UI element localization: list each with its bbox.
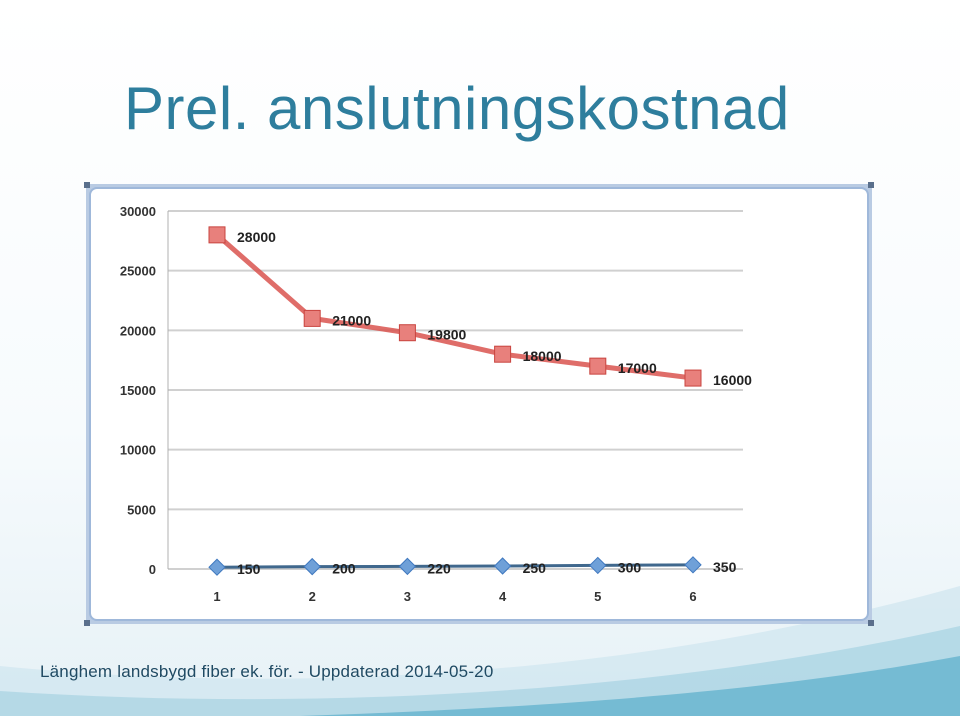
resize-handle-bottom-right[interactable]	[868, 620, 874, 626]
x-tick-label: 5	[594, 589, 601, 604]
series-line-cost	[215, 232, 694, 381]
slide-title: Prel. anslutningskostnad	[124, 75, 790, 142]
x-tick-label: 3	[404, 589, 411, 604]
y-tick-label: 30000	[120, 204, 156, 219]
data-label-connections: 150	[237, 561, 261, 577]
resize-handle-bottom-left[interactable]	[84, 620, 90, 626]
line-chart: 0 5000 10000 15000 20000 25000 30000 1 2 3 4 5 6 2800…	[120, 204, 752, 604]
x-tick-label: 1	[213, 589, 220, 604]
data-label-cost: 17000	[618, 360, 657, 376]
data-point-cost	[494, 345, 512, 363]
y-tick-label: 5000	[127, 502, 156, 517]
y-tick-label: 15000	[120, 383, 156, 398]
y-tick-label: 25000	[120, 264, 156, 279]
data-point-cost	[208, 226, 226, 244]
y-tick-label: 0	[149, 562, 156, 577]
data-label-cost: 28000	[237, 229, 276, 245]
chart-frame[interactable]: 0 5000 10000 15000 20000 25000 30000 1 2 3 4 5 6 2800…	[84, 182, 874, 626]
data-label-connections: 200	[332, 561, 356, 577]
data-point-connections	[493, 557, 512, 575]
data-label-connections: 350	[713, 559, 737, 575]
data-point-connections	[303, 557, 321, 576]
resize-handle-top-right[interactable]	[868, 182, 874, 188]
data-label-connections: 220	[427, 560, 451, 576]
data-point-connections	[398, 557, 417, 576]
data-point-cost	[589, 357, 607, 375]
y-tick-label: 20000	[120, 323, 156, 338]
data-point-connections	[684, 556, 702, 574]
data-label-cost: 21000	[332, 312, 371, 328]
slide-footer: Länghem landsbygd fiber ek. för. - Uppda…	[40, 662, 494, 681]
chart-area: 0 5000 10000 15000 20000 25000 30000 1 2 3 4 5 6 2800…	[89, 187, 869, 621]
data-label-connections: 250	[523, 560, 547, 576]
series-line-connections	[216, 563, 694, 569]
background-wave	[0, 586, 960, 716]
data-label-cost: 18000	[523, 348, 562, 364]
data-label-cost: 16000	[713, 372, 752, 388]
x-tick-label: 6	[689, 589, 696, 604]
x-tick-label: 2	[309, 589, 316, 604]
data-point-connections	[208, 558, 226, 576]
x-tick-label: 4	[499, 589, 507, 604]
data-point-cost	[398, 324, 416, 342]
data-point-cost	[684, 369, 702, 387]
y-tick-label: 10000	[120, 443, 156, 458]
resize-handle-top-left[interactable]	[84, 182, 90, 188]
data-point-connections	[589, 556, 607, 575]
data-label-cost: 19800	[427, 327, 466, 343]
data-label-connections: 300	[618, 559, 642, 575]
data-point-cost	[303, 309, 321, 327]
